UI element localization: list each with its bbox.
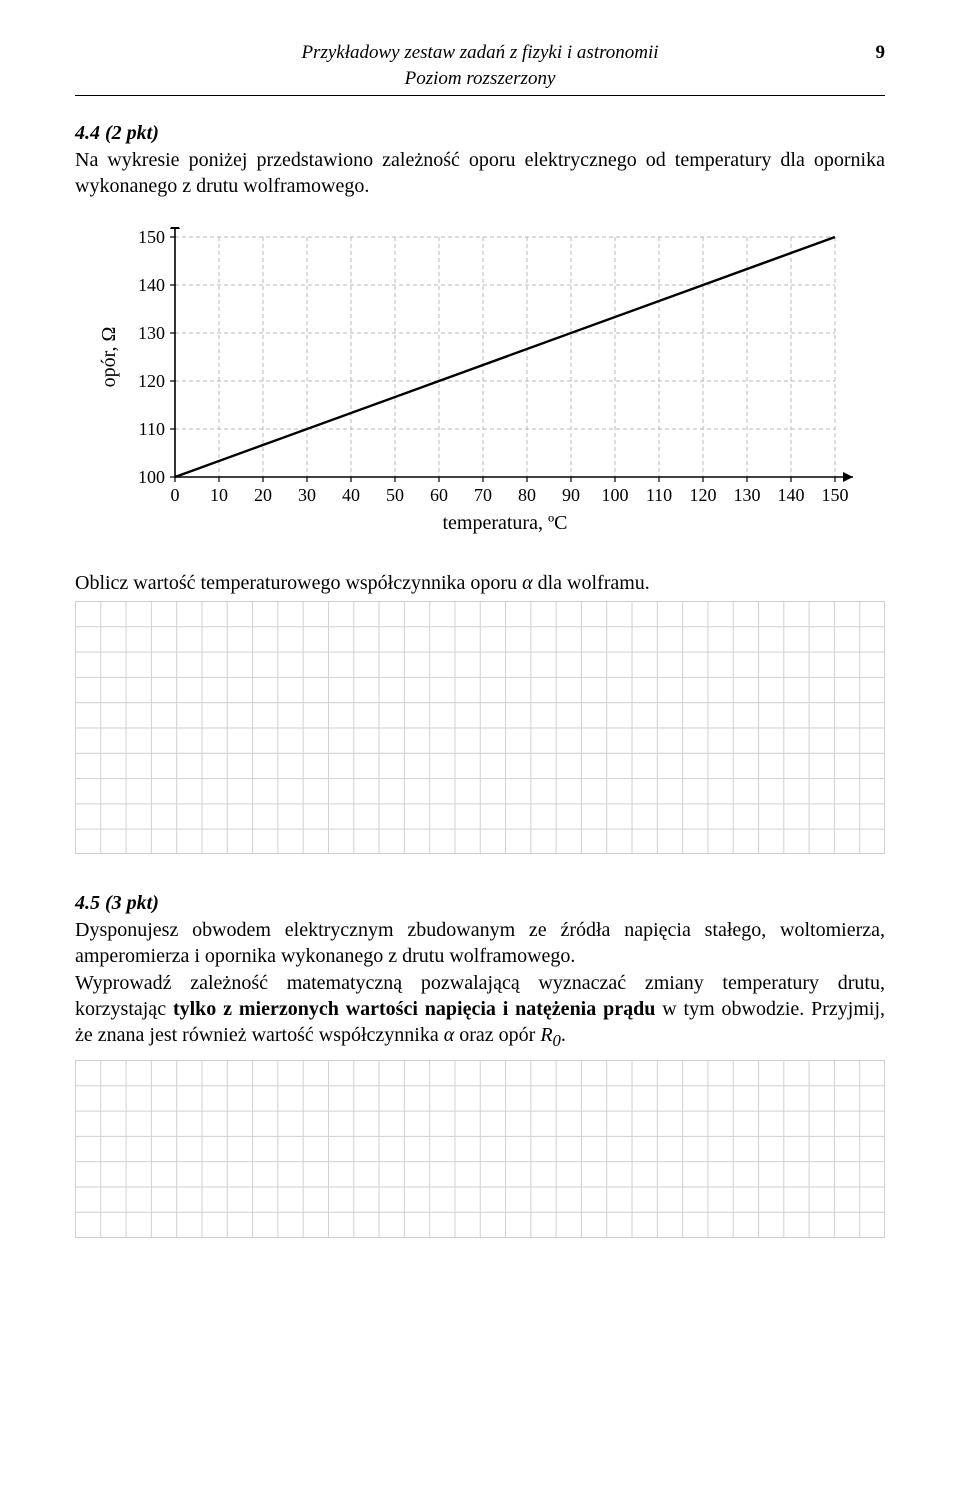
task-4-4-title: 4.4 (2 pkt) — [75, 122, 159, 144]
svg-text:10: 10 — [210, 485, 228, 505]
svg-text:110: 110 — [646, 485, 672, 505]
page-header: Przykładowy zestaw zadań z fizyki i astr… — [75, 40, 885, 96]
svg-text:30: 30 — [298, 485, 316, 505]
svg-text:70: 70 — [474, 485, 492, 505]
svg-text:40: 40 — [342, 485, 360, 505]
calc-suffix: dla wolframu. — [533, 572, 650, 594]
alpha-symbol: α — [522, 572, 533, 594]
svg-text:opór, Ω: opór, Ω — [98, 327, 120, 388]
chart-svg: 0 10 20 30 40 50 60 70 80 90 100 110 120 130 140 150 100… — [75, 227, 855, 547]
calc-instruction: Oblicz wartość temperaturowego współczyn… — [75, 572, 885, 595]
task-4-5-bold: tylko z mierzonych wartości napięcia i n… — [173, 998, 655, 1020]
svg-text:90: 90 — [562, 485, 580, 505]
page-number: 9 — [876, 42, 886, 64]
svg-text:120: 120 — [690, 485, 717, 505]
svg-text:110: 110 — [139, 419, 165, 439]
task-4-5-p1: Dysponujesz obwodem elektrycznym zbudowa… — [75, 919, 885, 967]
svg-text:120: 120 — [138, 371, 165, 391]
task-4-5-end: . — [561, 1024, 566, 1046]
task-4-5: 4.5 (3 pkt) Dysponujesz obwodem elektryc… — [75, 890, 885, 1052]
svg-text:0: 0 — [171, 485, 180, 505]
task-4-5-alpha: α — [444, 1024, 455, 1046]
header-line2: Poziom rozszerzony — [405, 68, 556, 89]
svg-text:130: 130 — [734, 485, 761, 505]
svg-text:140: 140 — [778, 485, 805, 505]
svg-text:50: 50 — [386, 485, 404, 505]
svg-text:temperatura, ºC: temperatura, ºC — [442, 512, 567, 534]
svg-text:20: 20 — [254, 485, 272, 505]
svg-text:150: 150 — [822, 485, 849, 505]
task-4-5-R: R — [540, 1024, 552, 1046]
svg-text:130: 130 — [138, 323, 165, 343]
svg-text:140: 140 — [138, 275, 165, 295]
svg-text:80: 80 — [518, 485, 536, 505]
svg-text:100: 100 — [602, 485, 629, 505]
task-4-4-body: Na wykresie poniżej przedstawiono zależn… — [75, 149, 885, 197]
task-4-5-sub: 0 — [553, 1031, 561, 1050]
task-4-5-text: 4.5 (3 pkt) Dysponujesz obwodem elektryc… — [75, 890, 885, 1052]
resistance-temp-chart: 0 10 20 30 40 50 60 70 80 90 100 110 120 130 140 150 100… — [75, 227, 885, 552]
header-title: Przykładowy zestaw zadań z fizyki i astr… — [75, 40, 885, 91]
task-4-4-text: 4.4 (2 pkt) Na wykresie poniżej przedsta… — [75, 120, 885, 199]
task-4-4: 4.4 (2 pkt) Na wykresie poniżej przedsta… — [75, 120, 885, 199]
svg-text:150: 150 — [138, 227, 165, 247]
svg-text:100: 100 — [138, 467, 165, 487]
calc-prefix: Oblicz wartość temperaturowego współczyn… — [75, 572, 522, 594]
svg-text:60: 60 — [430, 485, 448, 505]
task-4-5-p2c: oraz opór — [454, 1024, 540, 1046]
answer-grid-4-4 — [75, 601, 885, 854]
header-line1: Przykładowy zestaw zadań z fizyki i astr… — [301, 42, 658, 63]
answer-grid-4-5 — [75, 1060, 885, 1238]
task-4-5-title: 4.5 (3 pkt) — [75, 892, 159, 914]
